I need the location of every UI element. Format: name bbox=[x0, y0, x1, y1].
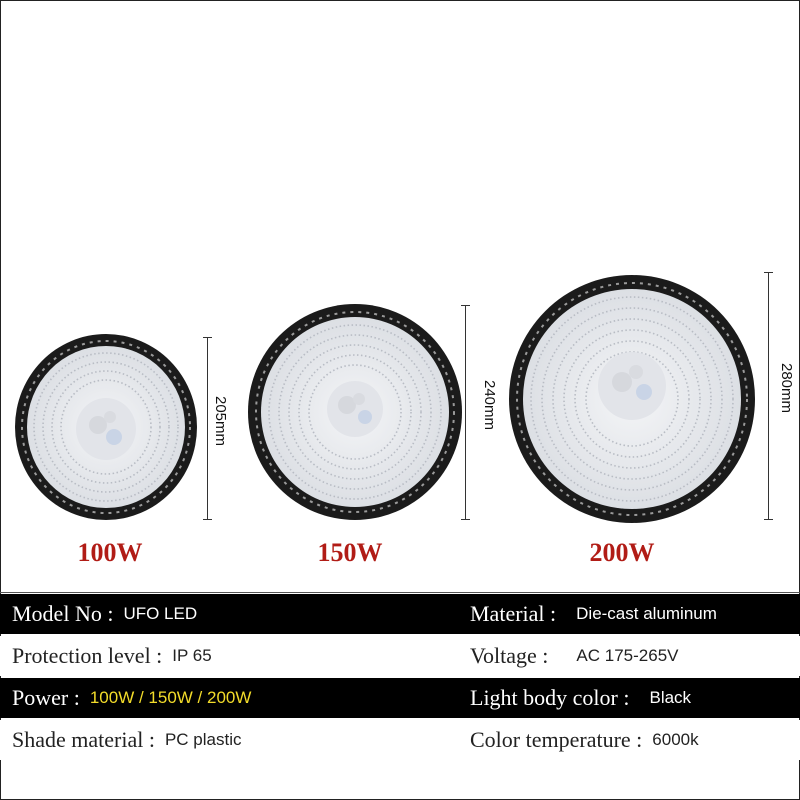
dimension-label-205mm: 205mm bbox=[212, 396, 229, 447]
dimension-cap-bottom bbox=[764, 519, 773, 520]
dimension-label-240mm: 240mm bbox=[481, 380, 498, 431]
ufo-lamp-100w-image bbox=[15, 334, 197, 520]
model-value: UFO LED bbox=[123, 604, 198, 623]
spec-row-model-material: Model No : UFO LED Material : Die-cast a… bbox=[0, 594, 800, 634]
model-key: Model No : bbox=[12, 601, 114, 626]
spec-voltage: Voltage : AC 175-265V bbox=[470, 636, 679, 676]
power-key: Power : bbox=[12, 685, 80, 710]
spec-row-shade-color-temp: Shade material : PC plastic Color temper… bbox=[0, 720, 800, 760]
wattage-label-100w: 100W bbox=[77, 538, 143, 567]
dimension-line bbox=[768, 272, 769, 519]
dimension-cap-bottom bbox=[461, 519, 470, 520]
spec-row-power-body-color: Power : 100W / 150W / 200W Light body co… bbox=[0, 678, 800, 718]
material-key: Material : bbox=[470, 601, 557, 626]
table-top-border bbox=[0, 592, 800, 593]
ufo-lamp-200w-image bbox=[509, 275, 755, 523]
wattage-label-150w: 150W bbox=[317, 538, 383, 567]
spec-color-temp: Color temperature : 6000k bbox=[470, 720, 699, 760]
power-value: 100W / 150W / 200W bbox=[89, 688, 252, 707]
spec-body-color: Light body color : Black bbox=[470, 678, 691, 718]
spec-model: Model No : UFO LED bbox=[12, 594, 197, 634]
wattage-label-200w: 200W bbox=[589, 538, 655, 567]
color-temp-key: Color temperature : bbox=[470, 727, 643, 752]
dimension-line bbox=[465, 305, 466, 519]
spec-power: Power : 100W / 150W / 200W bbox=[12, 678, 251, 718]
ufo-lamp-150w-image bbox=[248, 304, 462, 520]
spec-protection: Protection level : IP 65 bbox=[12, 636, 212, 676]
protection-key: Protection level : bbox=[12, 643, 163, 668]
spec-shade: Shade material : PC plastic bbox=[12, 720, 241, 760]
dimension-line bbox=[207, 337, 208, 519]
dimension-label-280mm: 280mm bbox=[778, 363, 795, 414]
dimension-cap-bottom bbox=[203, 519, 212, 520]
spec-material: Material : Die-cast aluminum bbox=[470, 594, 717, 634]
voltage-value: AC 175-265V bbox=[576, 646, 679, 665]
color-temp-value: 6000k bbox=[652, 730, 699, 749]
spec-row-protection-voltage: Protection level : IP 65 Voltage : AC 17… bbox=[0, 636, 800, 676]
body-color-value: Black bbox=[649, 688, 692, 707]
shade-key: Shade material : bbox=[12, 727, 155, 752]
protection-value: IP 65 bbox=[172, 646, 212, 665]
shade-value: PC plastic bbox=[164, 730, 242, 749]
material-value: Die-cast aluminum bbox=[576, 604, 717, 623]
body-color-key: Light body color : bbox=[470, 685, 630, 710]
voltage-key: Voltage : bbox=[470, 643, 549, 668]
